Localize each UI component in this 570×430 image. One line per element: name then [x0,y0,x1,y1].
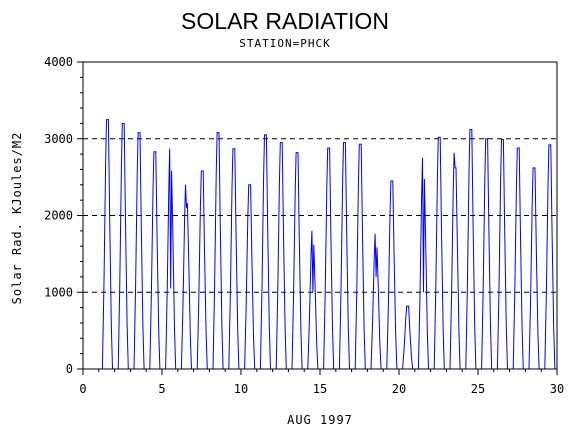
y-tick-label: 0 [66,362,73,376]
x-tick-label: 0 [79,382,86,396]
x-tick-label: 15 [313,382,327,396]
y-tick-label: 1000 [44,285,73,299]
series-line [87,119,557,370]
y-tick-label: 4000 [44,55,73,69]
x-tick-label: 30 [550,382,564,396]
x-tick-label: 25 [471,382,485,396]
grid-lines [83,61,557,370]
y-axis-label: Solar Rad. KJoules/M2 [10,132,24,305]
chart-title: SOLAR RADIATION [181,8,389,34]
y-tick-label: 3000 [44,132,73,146]
x-axis-label: AUG 1997 [287,413,353,427]
x-tick-label: 20 [392,382,406,396]
x-tick-label: 5 [158,382,165,396]
series-group [87,119,557,370]
y-tick-label: 2000 [44,209,73,223]
axes: 0 1000 2000 3000 4000 0 5 10 15 20 25 30 [44,55,564,396]
x-tick-label: 10 [234,382,248,396]
chart-subtitle: STATION=PHCK [239,37,330,50]
